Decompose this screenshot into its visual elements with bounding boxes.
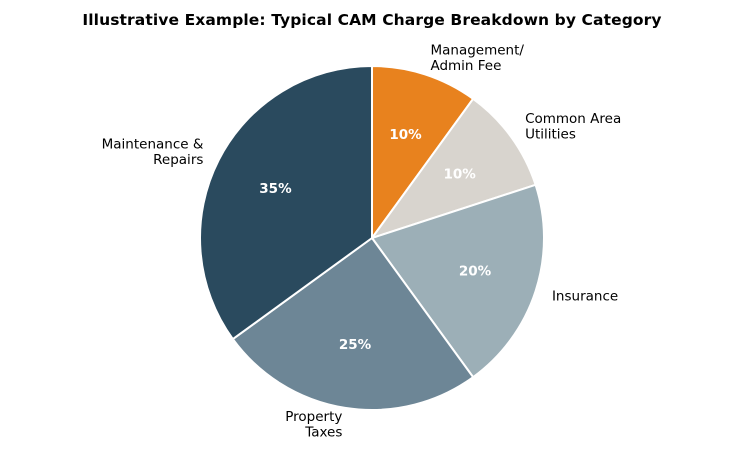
- slice-category-label: Management/Admin Fee: [430, 42, 524, 73]
- chart-title: Illustrative Example: Typical CAM Charge…: [82, 11, 662, 29]
- slice-category-label: Property Taxes: [285, 409, 342, 441]
- pie-slice-1: [371, 97, 537, 239]
- slice-category-label: Common Area Utilities: [525, 111, 621, 142]
- slice-category-label: Maintenance & Repairs: [102, 136, 204, 168]
- slice-percentage-label: 25%: [339, 337, 372, 353]
- pie-slice-0: [371, 65, 475, 239]
- slice-percentage-label: 20%: [459, 263, 492, 279]
- slice-percentage-label: 10%: [444, 166, 477, 182]
- pie-slice-2: [371, 183, 545, 379]
- category-labels: Management/Admin Fee Common Area Utilities…: [102, 42, 622, 440]
- pie-slice-3: [231, 237, 475, 411]
- percentage-labels: 10% 10% 20% 25% 35%: [259, 127, 491, 353]
- slice-percentage-label: 35%: [259, 181, 292, 197]
- pie-slice-4: [199, 65, 373, 341]
- slice-category-label: Insurance: [552, 288, 618, 304]
- slice-percentage-label: 10%: [389, 127, 422, 143]
- pie-slices: [199, 65, 545, 411]
